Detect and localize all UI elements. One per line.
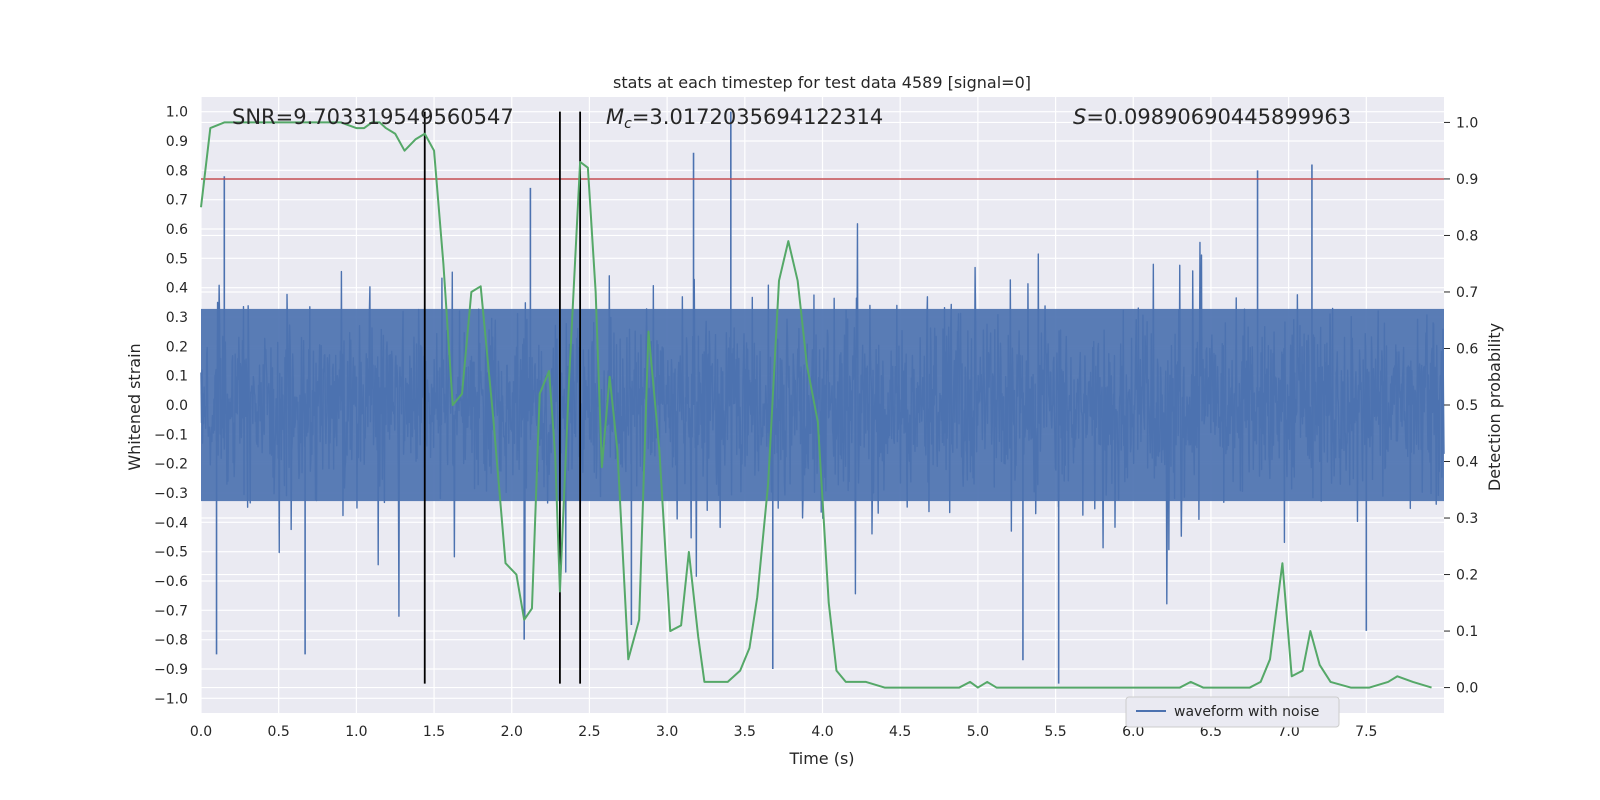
y-left-tick-label: −0.6 (154, 574, 188, 590)
x-tick-label: 4.0 (811, 724, 833, 740)
x-tick-label: 5.5 (1044, 724, 1066, 740)
legend: waveform with noise (1125, 696, 1340, 728)
y-right-tick-label: 1.0 (1456, 115, 1478, 131)
x-tick-label: 6.0 (1122, 724, 1144, 740)
x-axis-label: Time (s) (788, 749, 854, 768)
y-right-tick-label: 0.1 (1456, 624, 1478, 640)
y-right-tick-label: 0.0 (1456, 681, 1478, 697)
waveform-series (200, 111, 1445, 684)
x-tick-label: 1.5 (423, 724, 445, 740)
y-right-axis-ticks: 1.0 0.9 0.8 0.7 0.6 0.5 0.4 0.3 0.2 0.1 0.0 (1444, 115, 1478, 697)
x-tick-label: 0.5 (268, 724, 290, 740)
x-axis-ticks: 0.0 0.5 1.0 1.5 2.0 2.5 3.0 3.5 4.0 4.5 5.0 5.5 6.0 6… (190, 724, 1378, 740)
y-left-tick-label: 0.4 (166, 281, 188, 297)
x-tick-label: 7.5 (1355, 724, 1377, 740)
snr-label: SNR=9.703319549560547 (232, 105, 514, 129)
y-left-tick-label: 0.1 (166, 369, 188, 385)
x-tick-label: 7.0 (1277, 724, 1299, 740)
y-left-tick-label: 0.0 (166, 398, 188, 414)
y-left-tick-label: 0.5 (166, 251, 188, 267)
y-left-tick-label: −0.2 (154, 457, 188, 473)
y-left-tick-label: −1.0 (154, 691, 188, 707)
y-right-tick-label: 0.5 (1456, 398, 1478, 414)
y-left-tick-label: 0.9 (166, 134, 188, 150)
x-tick-label: 4.5 (889, 724, 911, 740)
s-value: =0.09890690445899963 (1086, 105, 1351, 129)
probability-series (200, 121, 1432, 689)
y-left-tick-label: −0.1 (154, 427, 188, 443)
y-left-tick-label: 0.6 (166, 222, 188, 238)
x-tick-label: 0.0 (190, 724, 212, 740)
y-left-axis-label: Whitened strain (125, 343, 144, 470)
y-left-tick-label: −0.5 (154, 545, 188, 561)
x-tick-label: 3.0 (656, 724, 678, 740)
probability-line (200, 121, 1432, 689)
x-tick-label: 1.0 (345, 724, 367, 740)
legend-entry-waveform: waveform with noise (1174, 704, 1319, 720)
y-right-tick-label: 0.3 (1456, 511, 1478, 527)
y-left-tick-label: 0.3 (166, 310, 188, 326)
x-tick-label: 2.5 (578, 724, 600, 740)
x-tick-label: 6.5 (1200, 724, 1222, 740)
y-right-tick-label: 0.7 (1456, 285, 1478, 301)
y-right-tick-label: 0.8 (1456, 228, 1478, 244)
mc-subscript: c (624, 116, 632, 132)
waveform-dense-core (201, 308, 1444, 502)
y-left-tick-label: 0.2 (166, 339, 188, 355)
y-left-tick-label: −0.3 (154, 486, 188, 502)
y-left-tick-label: −0.4 (154, 515, 188, 531)
mc-value: =3.0172035694122314 (632, 105, 883, 129)
mc-symbol: M (606, 105, 624, 129)
s-symbol: S (1073, 105, 1086, 129)
y-right-tick-label: 0.2 (1456, 568, 1478, 584)
y-right-tick-label: 0.4 (1456, 455, 1478, 471)
x-tick-label: 3.5 (734, 724, 756, 740)
y-left-axis-ticks: 1.0 0.9 0.8 0.7 0.6 0.5 0.4 0.3 0.2 0.1 0.0 −0.1 −0.… (154, 105, 188, 708)
y-left-tick-label: −0.9 (154, 662, 188, 678)
chart-title: stats at each timestep for test data 458… (613, 73, 1031, 92)
y-left-tick-label: 0.8 (166, 163, 188, 179)
s-label: S=0.09890690445899963 (1073, 105, 1351, 129)
y-left-tick-label: 1.0 (166, 105, 188, 121)
mc-label: Mc=3.0172035694122314 (606, 105, 883, 132)
y-left-tick-label: −0.8 (154, 633, 188, 649)
x-tick-label: 5.0 (967, 724, 989, 740)
y-right-axis-label: Detection probability (1485, 323, 1504, 491)
y-right-tick-label: 0.6 (1456, 341, 1478, 357)
legend-box (1125, 696, 1340, 728)
y-right-tick-label: 0.9 (1456, 172, 1478, 188)
x-tick-label: 2.0 (501, 724, 523, 740)
y-left-tick-label: 0.7 (166, 193, 188, 209)
y-left-tick-label: −0.7 (154, 603, 188, 619)
